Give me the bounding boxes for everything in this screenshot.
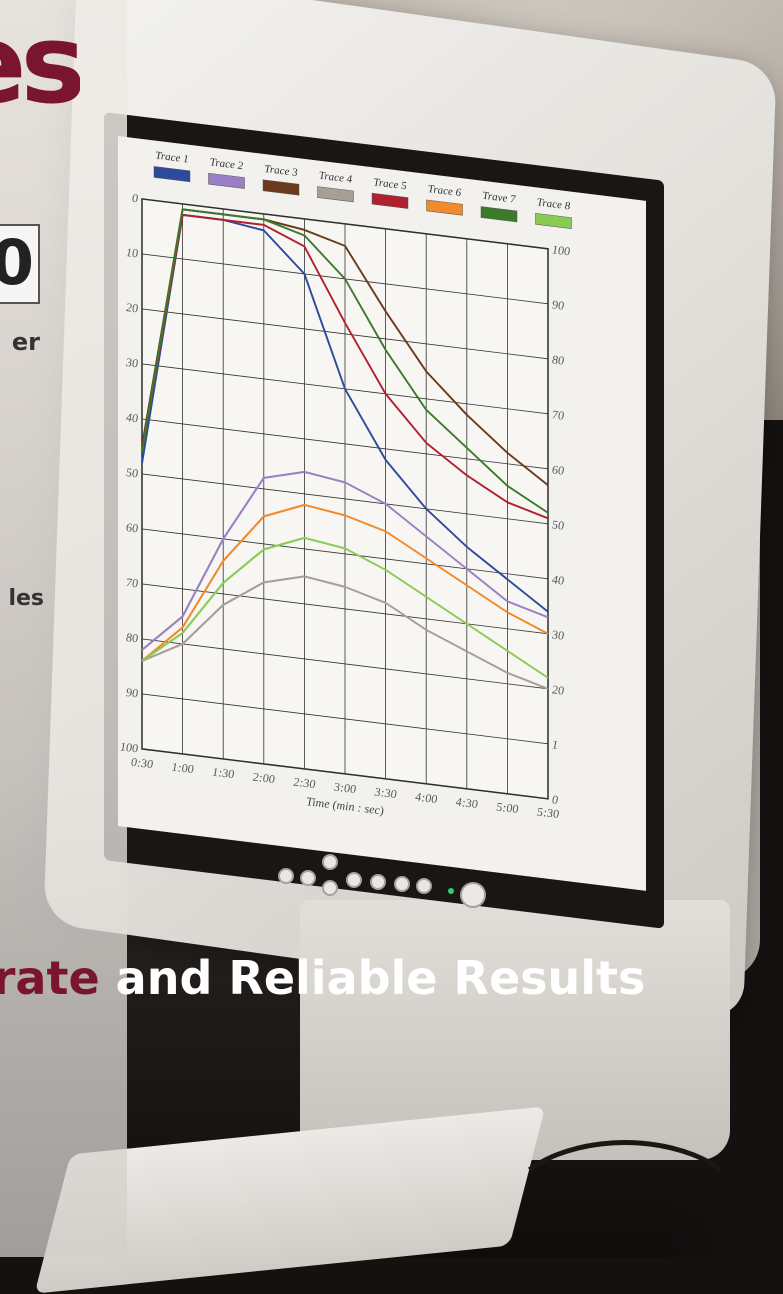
x-tick-label: 1:30 [212, 765, 234, 782]
text-fragment-1: er [11, 328, 40, 356]
legend-swatch [371, 192, 409, 209]
right-tick-label: 100 [552, 242, 570, 258]
monitor-button[interactable] [394, 876, 410, 892]
tagline-rest: and Reliable Results [99, 952, 646, 1004]
monitor-button[interactable] [278, 868, 294, 884]
left-tick-label: 30 [125, 355, 138, 371]
tagline: urate and Reliable Results [0, 952, 783, 1004]
left-tick-label: 80 [126, 630, 138, 645]
right-tick-label: 1 [552, 737, 558, 752]
monitor-buttons [270, 848, 490, 908]
legend-label: Trace 3 [264, 163, 298, 179]
legend-label: Trave 7 [482, 190, 516, 206]
monitor-button[interactable] [300, 870, 316, 886]
right-tick-label: 50 [552, 517, 564, 532]
x-tick-label: 0:30 [131, 755, 153, 772]
legend-swatch [208, 172, 245, 189]
series-line [141, 213, 549, 520]
right-tick-label: 30 [551, 627, 564, 643]
legend-label: Trace 8 [537, 196, 571, 212]
grid-line-y [142, 473, 548, 525]
legend-label: Trace 2 [210, 156, 244, 172]
tagline-accent: urate [0, 952, 100, 1004]
legend-swatch [153, 166, 191, 183]
grid-line-y [142, 308, 548, 360]
x-tick-label: 5:30 [537, 804, 559, 821]
left-tick-label: 100 [120, 739, 138, 755]
legend-swatch [262, 179, 300, 196]
monitor-button[interactable] [346, 872, 362, 888]
cable [500, 1140, 750, 1290]
legend-swatch [535, 212, 572, 229]
boxed-number-text: 0 [0, 230, 34, 296]
right-tick-label: 20 [552, 682, 564, 697]
power-button[interactable] [460, 882, 486, 908]
monitor-button[interactable] [322, 854, 338, 870]
x-axis-label: Time (min : sec) [306, 794, 384, 817]
left-tick-label: 40 [126, 410, 138, 425]
legend-swatch [317, 186, 354, 203]
grid-line-y [142, 528, 548, 580]
right-tick-label: 90 [552, 297, 564, 312]
x-tick-label: 4:30 [456, 795, 478, 812]
right-tick-label: 70 [552, 407, 564, 422]
right-tick-label: 80 [552, 352, 564, 367]
x-tick-label: 2:00 [253, 770, 275, 787]
legend-swatch [426, 199, 463, 216]
x-tick-label: 3:00 [333, 779, 356, 796]
monitor-button[interactable] [322, 880, 338, 896]
legend-swatch [480, 206, 518, 223]
legend-label: Trace 4 [319, 170, 353, 186]
left-tick-label: 70 [126, 575, 138, 590]
legend-label: Trace 1 [155, 150, 188, 166]
right-tick-label: 60 [552, 462, 564, 477]
left-tick-label: 90 [126, 685, 138, 700]
power-led-icon [448, 888, 454, 894]
left-tick-label: 50 [126, 465, 138, 480]
left-tick-label: 20 [126, 300, 138, 315]
series-line [141, 470, 549, 651]
left-tick-label: 10 [126, 245, 138, 260]
x-tick-label: 5:00 [496, 800, 518, 817]
grid-line-y [142, 198, 548, 250]
grid-line-y [142, 748, 548, 800]
left-overlay-panel [0, 0, 127, 1257]
x-tick-label: 1:00 [172, 760, 194, 777]
left-tick-label: 60 [126, 520, 138, 535]
legend-label: Trace 6 [428, 183, 462, 199]
grid-line-y [142, 583, 548, 635]
legend-label: Trace 5 [373, 176, 407, 192]
x-tick-label: 2:30 [293, 775, 315, 792]
text-fragment-2: les [8, 586, 44, 611]
series-line [141, 536, 549, 679]
trace-chart: Trace 1 Trace 2 Trace 3 Trace 4 Trace 5 Trace… [120, 150, 572, 821]
left-tick-label: 0 [132, 191, 138, 206]
monitor-screen: Trace 1 Trace 2 Trace 3 Trace 4 Trace 5 Trace… [118, 136, 646, 891]
grid-line-y [142, 693, 548, 745]
x-tick-label: 3:30 [374, 784, 397, 801]
right-tick-label: 40 [552, 572, 564, 587]
monitor-button[interactable] [416, 878, 432, 894]
headline-text: es [0, 8, 80, 126]
monitor-button[interactable] [370, 874, 386, 890]
series-line [141, 208, 549, 514]
x-tick-label: 4:00 [415, 790, 437, 807]
series-line [141, 503, 549, 662]
right-tick-label: 0 [552, 792, 558, 807]
series-line [141, 575, 549, 690]
boxed-number: 0 [0, 224, 40, 304]
grid-line-y [142, 638, 548, 690]
headline-fragment: es [0, 8, 80, 126]
